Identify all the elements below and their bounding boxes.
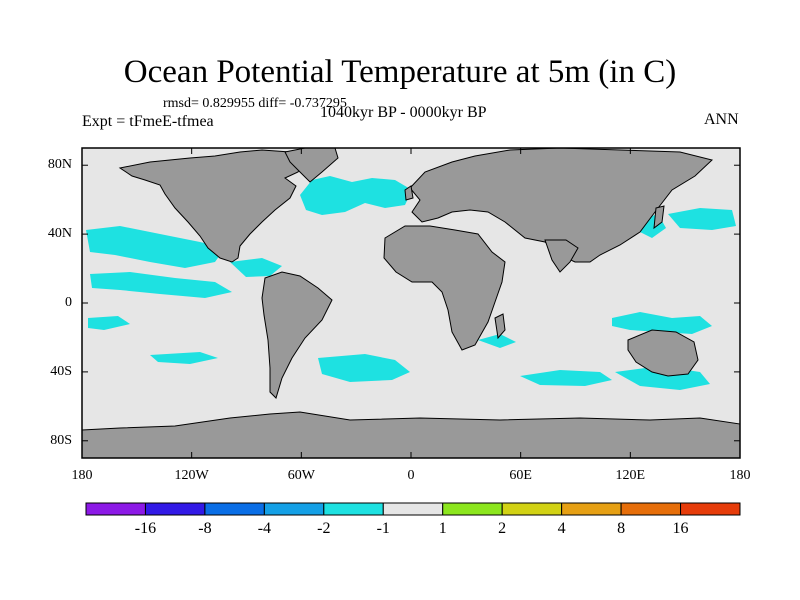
colorbar-label: 4 bbox=[557, 520, 566, 537]
map-title: Ocean Potential Temperature at 5m (in C) bbox=[123, 54, 677, 90]
axis-ticks bbox=[81, 148, 741, 458]
x-tick-label: 60E bbox=[509, 468, 532, 483]
anomaly-west-pacific-north bbox=[668, 208, 736, 230]
colorbar-swatch bbox=[620, 502, 682, 516]
colorbar bbox=[85, 502, 741, 516]
colorbar-swatch bbox=[323, 502, 384, 516]
period-label: 1040kyr BP - 0000kyr BP bbox=[320, 104, 487, 121]
colorbar-label: -1 bbox=[376, 520, 390, 537]
anomaly-pacific-south bbox=[88, 316, 130, 330]
colorbar-label: -16 bbox=[134, 520, 157, 537]
anomaly-indian-ocean bbox=[478, 334, 516, 348]
colorbar-label: -2 bbox=[317, 520, 331, 537]
y-tick-label: 0 bbox=[65, 295, 72, 310]
x-tick-label: 180 bbox=[729, 468, 751, 483]
map-plot bbox=[81, 147, 741, 459]
x-tick-label: 180 bbox=[71, 468, 93, 483]
colorbar-swatch bbox=[561, 502, 622, 516]
anomaly-caribbean bbox=[230, 258, 282, 277]
y-tick-label: 40S bbox=[50, 363, 72, 379]
land-north-america bbox=[118, 149, 306, 263]
stats-text: rmsd= 0.829955 diff= -0.737295 bbox=[163, 96, 347, 111]
y-tick-label: 40N bbox=[47, 226, 72, 242]
anomaly-north-atlantic bbox=[300, 176, 412, 215]
land-south-america bbox=[261, 271, 333, 399]
colorbar-label: 16 bbox=[672, 520, 689, 537]
y-tick-label: 80N bbox=[47, 157, 72, 173]
anomaly-maritime-continent bbox=[612, 312, 712, 334]
colorbar-swatch bbox=[144, 502, 206, 516]
anomaly-south-atlantic bbox=[318, 354, 410, 382]
x-tick-label: 120W bbox=[174, 468, 209, 483]
colorbar-swatch bbox=[85, 502, 146, 516]
x-tick-label: 120E bbox=[615, 468, 646, 483]
colorbar-swatch bbox=[382, 502, 444, 516]
colorbar-swatch bbox=[680, 502, 741, 516]
season-label: ANN bbox=[704, 111, 739, 128]
x-tick-label: 0 bbox=[407, 468, 415, 483]
y-tick-label: 80S bbox=[50, 432, 72, 448]
anomaly-patches bbox=[86, 176, 736, 390]
colorbar-label: -8 bbox=[198, 520, 212, 537]
land-madagascar bbox=[494, 313, 506, 340]
experiment-label: Expt = tFmeE-tfmea bbox=[82, 113, 214, 130]
colorbar-label: 1 bbox=[438, 520, 447, 537]
anomaly-southern-indian bbox=[520, 370, 612, 386]
colorbar-swatch bbox=[263, 502, 325, 516]
colorbar-label: 8 bbox=[617, 520, 626, 537]
x-tick-label: 60W bbox=[287, 468, 315, 483]
colorbar-label: -4 bbox=[257, 520, 272, 537]
land-australia bbox=[627, 329, 699, 377]
land-japan bbox=[653, 205, 665, 230]
colorbar-swatch bbox=[204, 502, 265, 516]
anomaly-tropical-pacific bbox=[90, 272, 232, 298]
colorbar-swatch bbox=[501, 502, 563, 516]
land-uk bbox=[404, 185, 414, 201]
land-india bbox=[544, 239, 579, 273]
colorbar-label: 2 bbox=[498, 520, 507, 537]
land-masses bbox=[81, 147, 741, 459]
anomaly-south-pacific bbox=[150, 352, 218, 364]
anomaly-east-pacific bbox=[86, 226, 225, 268]
colorbar-swatch bbox=[442, 502, 503, 516]
land-africa bbox=[383, 225, 506, 351]
